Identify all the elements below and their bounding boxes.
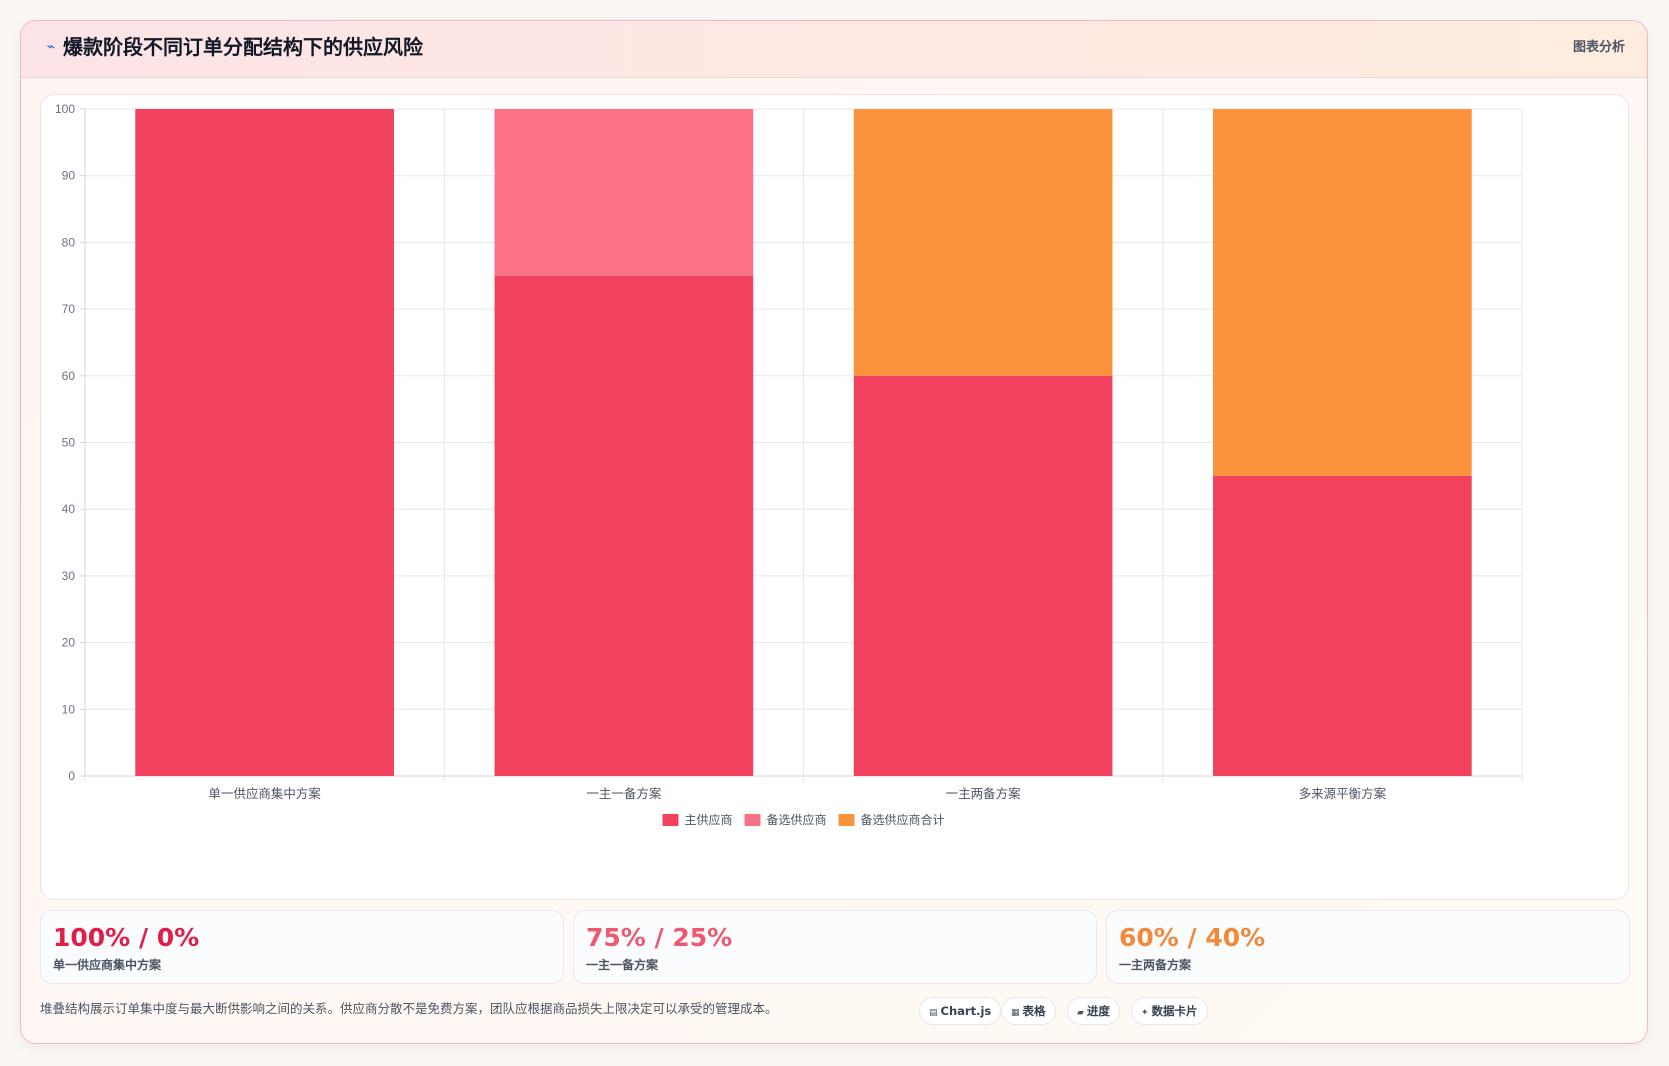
pill-label: 表格 [1022,1004,1046,1018]
table-icon: ▦ [1011,1008,1020,1018]
stat-value: 100% / 0% [53,923,200,952]
data-card-pill[interactable]: ✦ 数据卡片 [1131,997,1208,1025]
chart-icon: ▤ [929,1008,938,1018]
bar-segment [135,109,394,776]
chart-panel: 0 10 20 30 40 50 60 70 80 90 100 单一供应商集中方案 一主一备方案 一主两… [40,94,1629,900]
stat-label: 一主两备方案 [1119,958,1192,972]
legend-swatch [662,814,679,826]
y-tick-label: 20 [62,636,76,650]
table-pill[interactable]: ▦ 表格 [1001,997,1056,1025]
x-tick-label: 单一供应商集中方案 [208,786,321,801]
bar-segment [1213,475,1472,776]
footer-description: 堆叠结构展示订单集中度与最大断供影响之间的关系。供应商分散不是免费方案，团队应根… [40,1001,778,1016]
y-tick-label: 80 [62,235,76,249]
bar-segment [494,275,754,776]
legend-swatch [838,814,855,826]
y-tick-label: 10 [62,702,76,716]
progress-icon: ▰ [1077,1008,1084,1018]
legend-label: 主供应商 [685,812,733,827]
y-tick-label: 40 [62,502,76,516]
stat-card-one-backup: 75% / 25% 一主一备方案 [573,910,1097,984]
y-tick-label: 90 [62,169,76,183]
stat-card-two-backups: 60% / 40% 一主两备方案 [1106,910,1630,984]
bar-segment [494,109,754,276]
stat-label: 单一供应商集中方案 [53,958,162,972]
y-tick-label: 30 [62,569,76,583]
pill-label: 进度 [1086,1004,1110,1018]
stat-value: 60% / 40% [1119,923,1266,952]
chart-card: ⌁ 爆款阶段不同订单分配结构下的供应风险 图表分析 0 10 20 30 40 50 60 7… [20,20,1648,1044]
y-tick-label: 60 [62,369,76,383]
bar-segment [1213,109,1472,476]
chart-analysis-link[interactable]: 图表分析 [1572,40,1625,55]
bar-segment [853,375,1113,776]
bar-segment [853,109,1113,376]
stat-value: 75% / 25% [586,923,733,952]
legend-label: 备选供应商合计 [861,812,945,827]
page-title: 爆款阶段不同订单分配结构下的供应风险 [63,35,423,59]
stat-label: 一主一备方案 [586,958,659,972]
x-tick-label: 一主一备方案 [586,786,662,801]
y-tick-label: 50 [62,436,76,450]
y-tick-label: 70 [62,302,76,316]
y-tick-label: 0 [68,769,75,783]
y-tick-label: 100 [55,102,75,116]
legend-swatch [744,814,761,826]
x-tick-label: 一主两备方案 [946,786,1022,801]
pill-label: Chart.js [940,1004,992,1018]
trend-line-icon: ⌁ [46,39,56,55]
card-header: ⌁ 爆款阶段不同订单分配结构下的供应风险 图表分析 [21,21,1647,78]
progress-pill[interactable]: ▰ 进度 [1067,997,1120,1025]
pill-label: 数据卡片 [1151,1004,1198,1018]
sparkle-icon: ✦ [1141,1008,1149,1018]
legend-label: 备选供应商 [767,812,827,827]
x-tick-label: 多来源平衡方案 [1299,786,1387,801]
stat-card-single: 100% / 0% 单一供应商集中方案 [40,910,564,984]
stacked-bar-chart: 0 10 20 30 40 50 60 70 80 90 100 单一供应商集中方案 一主一备方案 一主两… [55,102,1523,827]
chartjs-pill[interactable]: ▤ Chart.js [919,997,1002,1025]
